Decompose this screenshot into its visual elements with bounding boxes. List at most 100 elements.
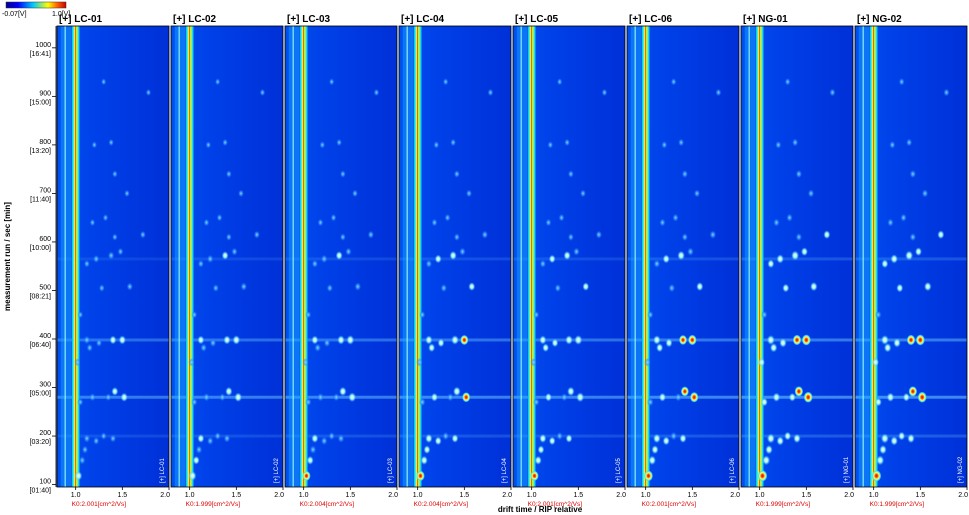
peak-spot — [757, 469, 768, 482]
peak-spot — [109, 335, 117, 345]
peak-spot — [760, 397, 768, 407]
panel-side-label: [+] LC-02 — [274, 457, 280, 483]
peak-spot — [917, 391, 927, 403]
peak-spot — [564, 138, 571, 147]
peak-spot — [209, 338, 217, 348]
k0-label: K0:2.001[cm^2/Vs] — [528, 501, 583, 508]
k0-label: K0:1.999[cm^2/Vs] — [756, 501, 811, 508]
panel-side-label: [+] NG-02 — [958, 456, 964, 483]
x-tick-label: 2.0 — [730, 492, 740, 499]
peak-spot — [921, 189, 929, 198]
peak-spot — [459, 247, 466, 256]
peak-spot — [893, 338, 901, 348]
y-tick-label-sec: 500 — [39, 284, 51, 291]
peak-spot — [335, 251, 343, 261]
x-tick-label: 1.0 — [755, 492, 765, 499]
peak-spot — [678, 334, 688, 346]
x-axis-label: drift time / RIP relative — [498, 505, 583, 514]
peak-spot — [223, 335, 231, 345]
y-tick-label-min: [11:40] — [30, 196, 51, 203]
peak-spot — [77, 398, 84, 406]
peak-spot — [883, 343, 892, 353]
peak-spot — [333, 393, 340, 402]
heatmap-panel: [+] LC-04 [+] LC-04 1.0 1.5 2.0 K0:2.004[cm^2… — [398, 14, 512, 508]
heatmap-panels: [+] LC-01 [+] LC-01 1.0 1.5 2.0 K0:2.001[cm^2… — [56, 14, 968, 508]
peak-spot — [880, 334, 889, 345]
y-tick-label-sec: 600 — [39, 236, 51, 243]
peak-spot — [205, 141, 212, 149]
peak-spot — [762, 455, 771, 466]
peak-spot — [539, 259, 547, 268]
peak-spot — [425, 433, 433, 444]
peak-spot — [197, 434, 205, 443]
peak-spot — [437, 338, 445, 348]
peak-spot — [881, 259, 889, 269]
heatmap-panel: [+] NG-01 [+] NG-01 1.0 1.5 2.0 K0:1.999[cm^2… — [740, 14, 854, 508]
peak-spot — [95, 338, 103, 347]
peak-spot — [674, 392, 682, 402]
peak-spot — [924, 281, 932, 292]
peak-spot — [644, 358, 651, 367]
peak-spot — [317, 392, 324, 402]
peak-spot — [533, 310, 540, 319]
peak-spot — [874, 397, 882, 407]
peak-spot — [348, 392, 357, 403]
y-tick-label-sec: 100 — [39, 479, 51, 486]
peak-spot — [906, 334, 916, 346]
panel-border — [56, 25, 170, 488]
peak-spot — [554, 283, 562, 293]
peak-spot — [232, 335, 241, 345]
peak-spot — [567, 170, 574, 178]
peak-spot — [651, 445, 659, 455]
peak-spot — [662, 254, 670, 264]
peak-spot — [197, 259, 204, 268]
peak-spot — [794, 386, 804, 397]
peak-spot — [111, 386, 119, 396]
peak-spot — [551, 338, 559, 348]
peak-spot — [776, 254, 784, 264]
rip-band — [299, 26, 308, 487]
peak-spot — [776, 436, 784, 446]
panel-title: [+] NG-02 — [857, 14, 902, 25]
horizontal-streak — [285, 395, 397, 399]
k0-label: K0:2.004[cm^2/Vs] — [414, 501, 469, 508]
peak-spot — [100, 432, 107, 440]
peak-spot — [556, 431, 563, 441]
peak-spot — [680, 386, 689, 397]
peak-spot — [670, 78, 677, 86]
peak-spot — [678, 138, 685, 147]
peak-spot — [915, 334, 925, 346]
peak-spot — [643, 470, 654, 482]
peak-spot — [319, 141, 326, 149]
y-tick-label-sec: 300 — [39, 382, 51, 389]
peak-spot — [900, 213, 907, 222]
peak-spot — [120, 392, 128, 402]
peak-spot — [191, 398, 198, 407]
heatmap-panel: [+] LC-01 [+] LC-01 1.0 1.5 2.0 K0:2.001[cm^2… — [56, 14, 170, 508]
peak-spot — [656, 343, 664, 353]
peak-spot — [646, 397, 654, 407]
colorbar-max-label: 1.0[V] — [52, 11, 70, 18]
horizontal-streak — [855, 395, 967, 399]
horizontal-streak — [741, 395, 853, 399]
x-tick-label: 2.0 — [502, 492, 512, 499]
peak-spot — [367, 230, 375, 239]
rip-band — [755, 26, 764, 487]
k0-label: K0:1.999[cm^2/Vs] — [870, 501, 925, 508]
peak-spot — [662, 436, 670, 446]
peak-spot — [793, 433, 801, 444]
peak-spot — [416, 470, 425, 482]
peak-spot — [306, 455, 314, 465]
peak-spot — [419, 397, 426, 407]
x-tick-label: 1.0 — [413, 492, 423, 499]
peak-spot — [905, 250, 914, 261]
peak-spot — [311, 433, 319, 443]
panel-title: [+] LC-02 — [173, 14, 217, 25]
x-tick-label: 1.5 — [459, 492, 469, 499]
panel-side-label: [+] LC-06 — [730, 457, 736, 483]
peak-spot — [107, 251, 115, 260]
peak-spot — [533, 397, 540, 407]
k0-label: K0:2.001[cm^2/Vs] — [642, 501, 697, 508]
peak-spot — [302, 470, 311, 481]
panel-title: [+] NG-01 — [743, 14, 788, 25]
